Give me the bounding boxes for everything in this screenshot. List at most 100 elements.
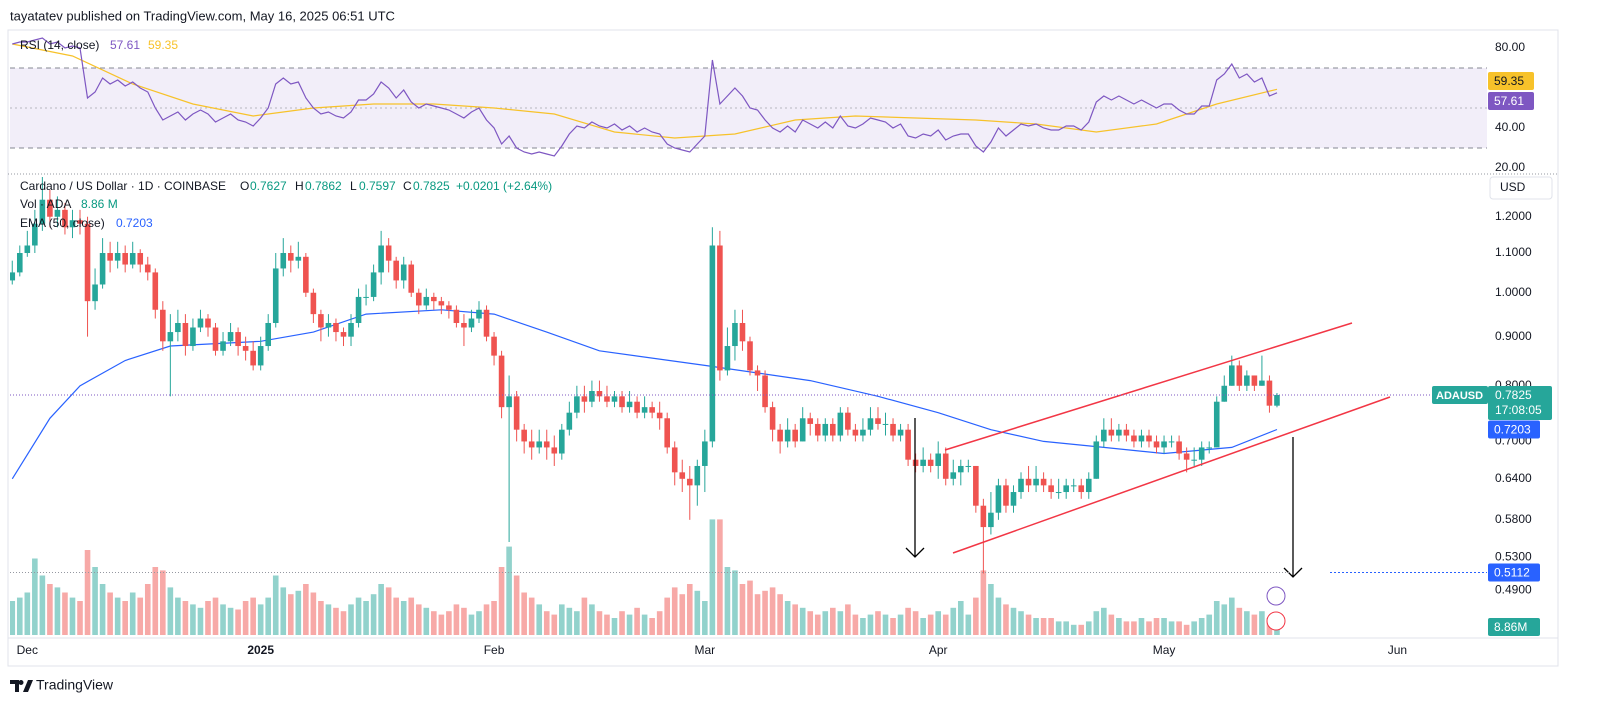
candle-body (852, 429, 859, 436)
volume-bar (348, 604, 354, 635)
candle-body (190, 327, 196, 347)
candle-body (1131, 435, 1137, 442)
event-icon[interactable] (1266, 611, 1286, 631)
candle-body (784, 429, 791, 442)
volume-bar (1085, 621, 1092, 635)
candle-body (476, 309, 482, 319)
volume-bar (144, 584, 151, 635)
candle-body (461, 322, 467, 328)
candle-body (363, 296, 369, 298)
ohlc-letter: O (240, 179, 249, 193)
volume-bar (777, 594, 783, 635)
candle-body (626, 401, 633, 408)
volume-bar (604, 614, 610, 635)
candle-body (287, 253, 294, 261)
volume-bar (1048, 618, 1054, 635)
candle-body (769, 407, 776, 430)
volume-bar (860, 618, 866, 635)
volume-bar (1183, 624, 1190, 635)
volume-bar (1131, 621, 1137, 635)
volume-bar (303, 584, 309, 635)
candle-body (1146, 435, 1152, 442)
volume-value: 8.86 M (81, 197, 118, 211)
candle-body (807, 418, 814, 424)
candle-body (1228, 365, 1235, 386)
volume-bar (1138, 618, 1145, 635)
volume-bar (1003, 604, 1009, 635)
volume-bar (378, 584, 384, 635)
candle-body (1206, 447, 1213, 449)
high-value: 0.7862 (305, 179, 342, 193)
volume-bar (671, 587, 678, 635)
ema-line (11, 309, 1278, 480)
volume-bar (220, 604, 226, 635)
target-badge: 0.5112 (1494, 566, 1530, 580)
candle-body (792, 429, 798, 442)
candle-body (1138, 435, 1145, 442)
candle-body (1244, 375, 1250, 386)
candle-body (16, 253, 23, 273)
candle-body (438, 301, 445, 306)
volume-bar (1244, 611, 1250, 635)
candle-body (611, 396, 618, 402)
candle-body (483, 309, 490, 337)
rsi-lines (12, 37, 1278, 157)
candle-body (528, 441, 535, 448)
candle-body (551, 447, 558, 454)
volume-bar (543, 611, 550, 635)
volume-bar (890, 618, 896, 635)
volume-bar (32, 558, 38, 635)
volume-bar (280, 587, 287, 635)
volume-bar (957, 601, 964, 635)
volume-bar (431, 611, 437, 635)
y-tick-label: 0.6400 (1495, 471, 1532, 485)
candle-body (415, 292, 422, 306)
volume-bar (566, 607, 573, 635)
candle-body (686, 478, 693, 486)
volume-bar (10, 601, 16, 635)
candle-body (24, 245, 31, 254)
logo (10, 680, 33, 692)
frame (7, 29, 1559, 667)
candle-body (1040, 478, 1047, 486)
ema-value: 0.7203 (116, 216, 153, 230)
candle-body (92, 284, 98, 302)
arrow-down (905, 418, 925, 558)
event-icon[interactable] (1266, 586, 1286, 606)
volume-bar (717, 519, 723, 635)
currency-box[interactable] (1489, 176, 1553, 200)
candle-body (1003, 485, 1009, 506)
candle-body (814, 423, 821, 436)
candle-body (649, 407, 655, 413)
volume-bar (295, 590, 302, 635)
volume-bar (611, 618, 618, 635)
x-tick-label: Jun (1388, 643, 1407, 657)
rsi-pane (10, 37, 1487, 157)
candle-body (935, 453, 942, 466)
price-badge: 0.7825 (1495, 388, 1532, 402)
volume-bar (656, 611, 663, 635)
candle-body (122, 253, 128, 265)
candle-body (242, 346, 249, 351)
volume-bar (69, 597, 76, 635)
candle-body (1116, 429, 1122, 436)
y-tick-label: 1.2000 (1495, 209, 1532, 223)
volume-bar (942, 614, 949, 635)
volume-bar (1025, 614, 1032, 635)
candle-body (927, 459, 934, 466)
volume-bar (227, 607, 234, 635)
volume-bar (408, 597, 415, 635)
volume-bar (137, 597, 144, 635)
volume-bar (1116, 618, 1122, 635)
candle-body (724, 346, 731, 371)
volume-bar (438, 614, 445, 635)
volume-bar (182, 601, 189, 635)
volume-bar (837, 611, 844, 635)
candle-body (303, 256, 309, 293)
candle-body (348, 322, 354, 337)
volume-bar (1236, 607, 1243, 635)
candle-body (144, 264, 151, 273)
candle-body (920, 459, 926, 466)
volume-bar (867, 614, 874, 635)
price-pane (10, 177, 1280, 635)
